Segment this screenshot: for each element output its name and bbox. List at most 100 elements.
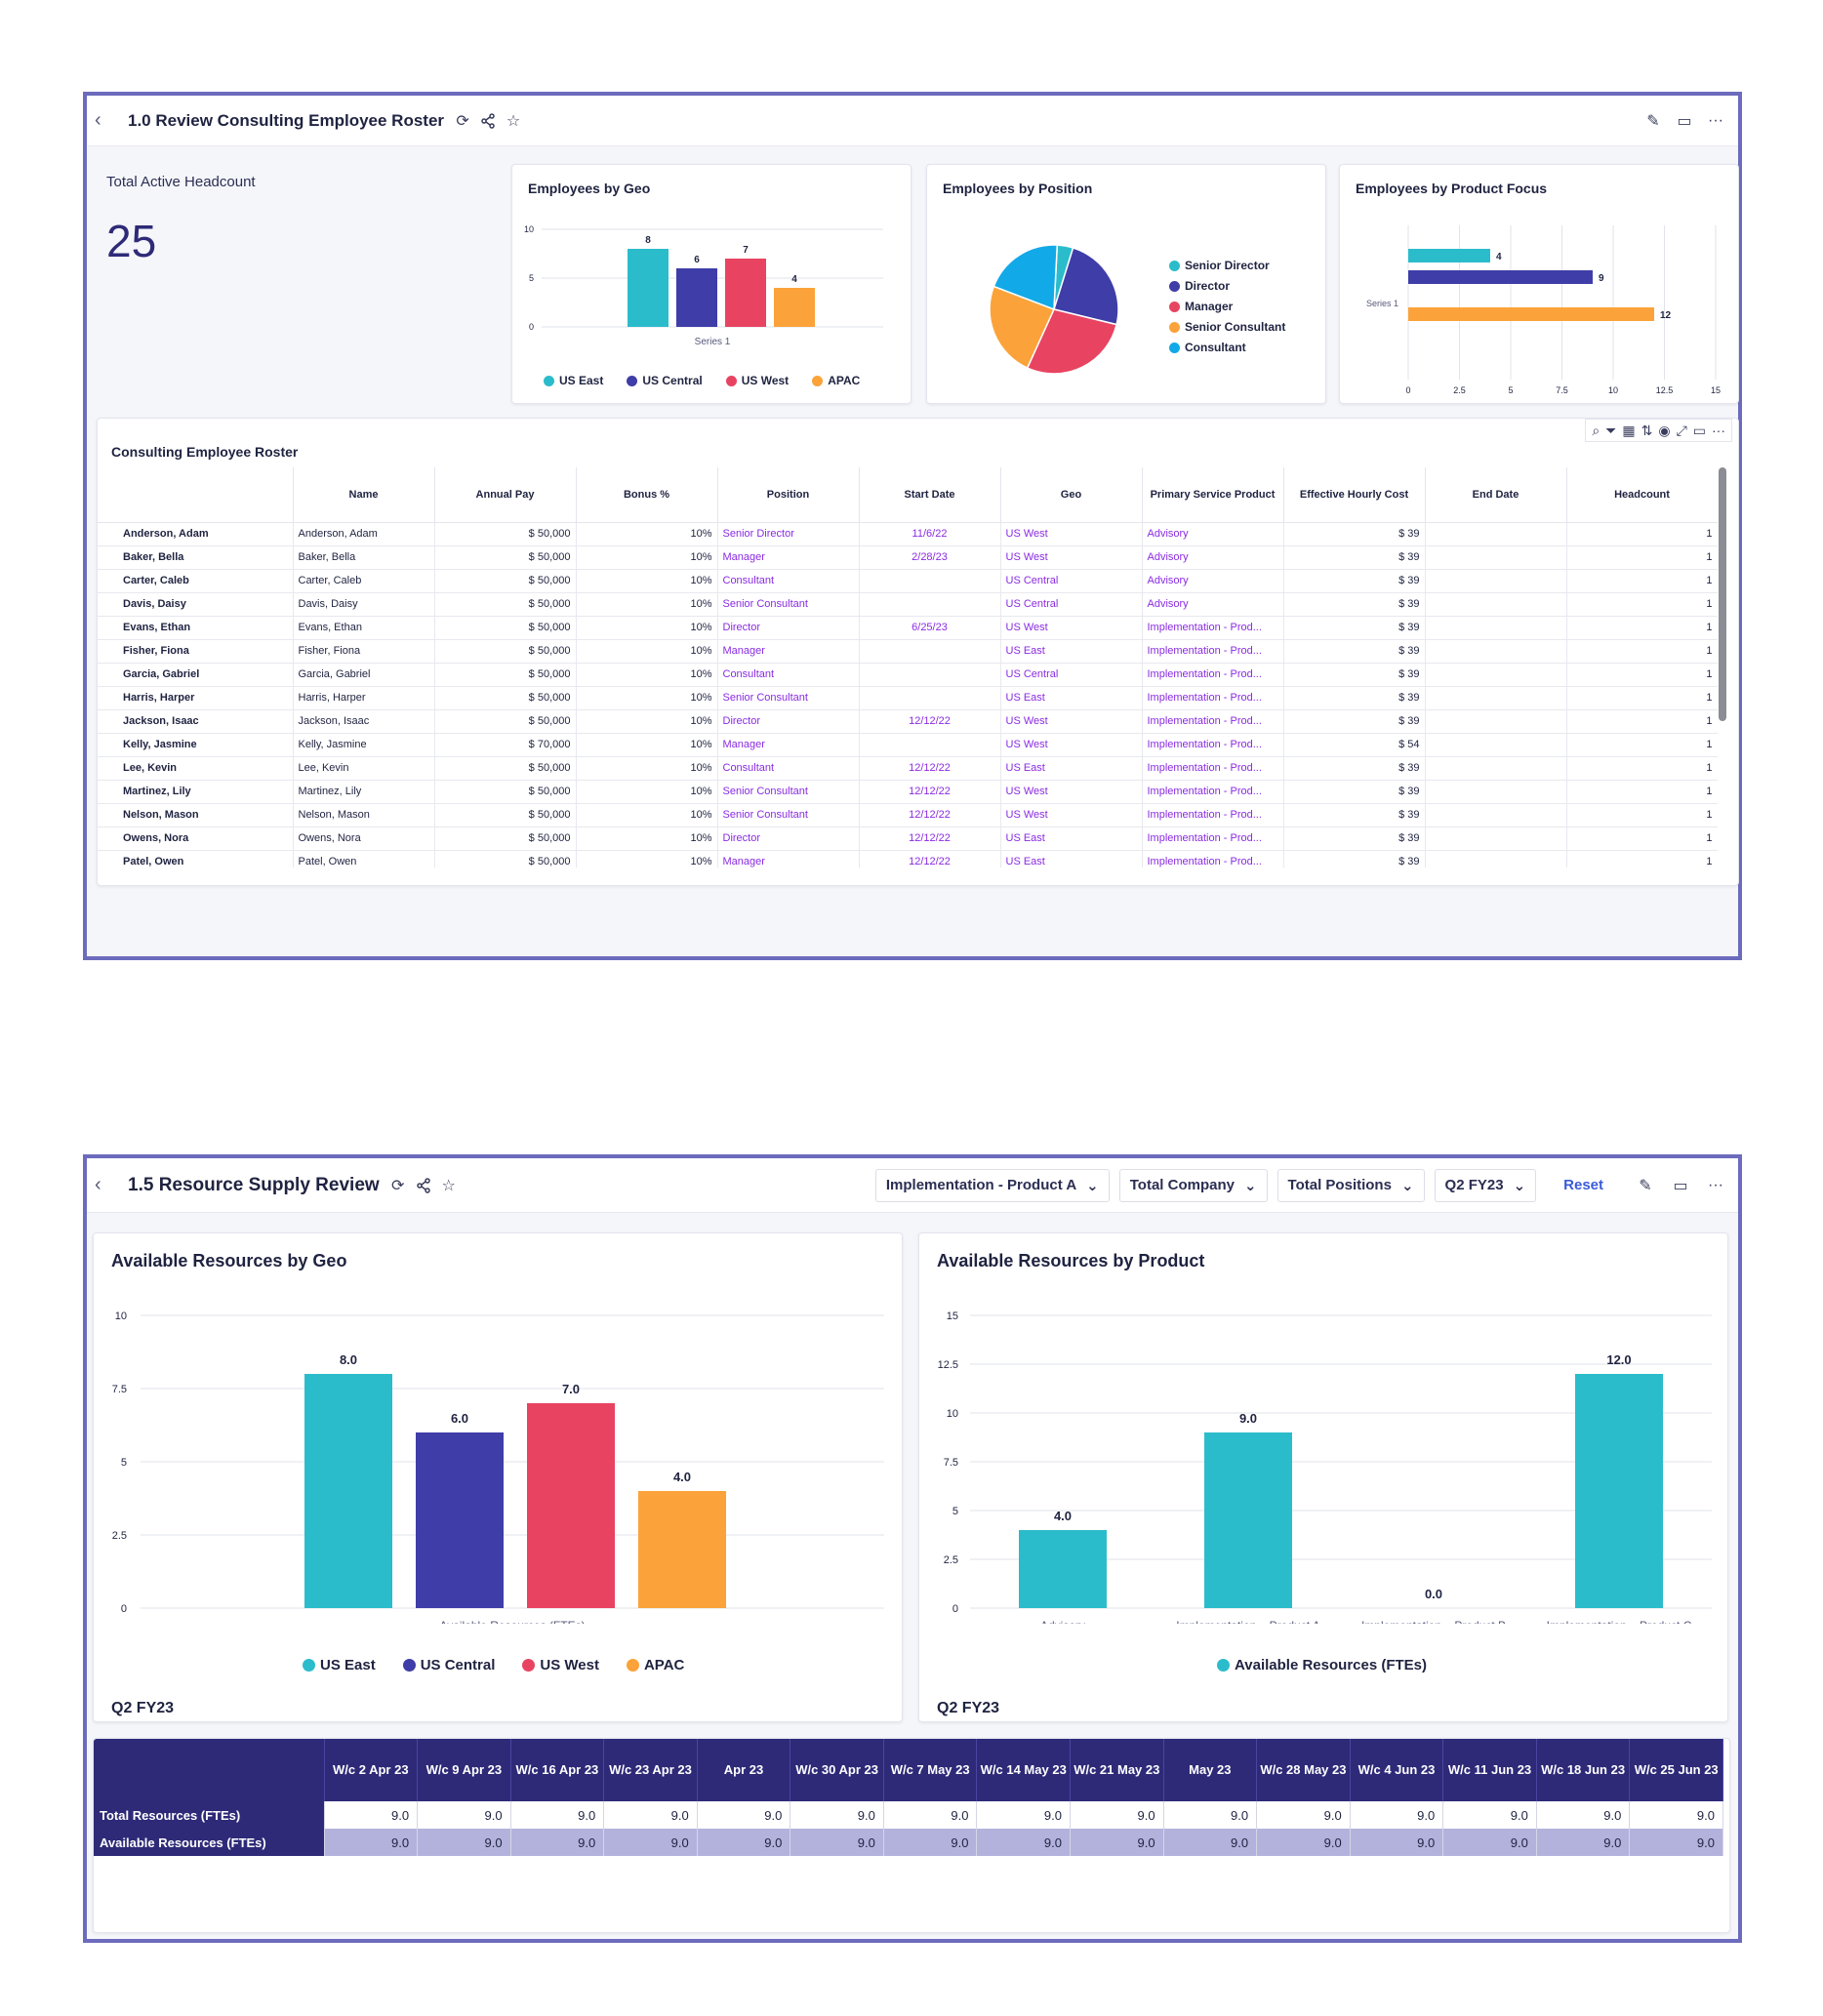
table-row[interactable]: Owens, Nora Owens, Nora $ 50,000 10% Directo… — [98, 827, 1718, 851]
legend-item[interactable]: Senior Director — [1169, 259, 1285, 272]
reset-button[interactable]: Reset — [1563, 1177, 1603, 1193]
chart-icon[interactable]: ▦ — [1622, 422, 1636, 438]
bar[interactable] — [725, 259, 766, 327]
table-cell: US West — [1000, 780, 1143, 804]
table-row[interactable]: Patel, Owen Patel, Owen $ 50,000 10% Manager… — [98, 850, 1718, 867]
table-row[interactable]: Jackson, Isaac Jackson, Isaac $ 50,000 10% D… — [98, 709, 1718, 734]
table-row[interactable]: Nelson, Mason Nelson, Mason $ 50,000 10% Sen… — [98, 803, 1718, 827]
column-header[interactable]: End Date — [1425, 467, 1567, 523]
back-icon[interactable]: ‹ — [95, 1174, 101, 1195]
y-tick-label: 12.5 — [938, 1359, 958, 1371]
column-header[interactable]: Bonus % — [576, 467, 718, 523]
pie-slice[interactable] — [993, 244, 1059, 311]
period-filter-dropdown[interactable]: Q2 FY23 ⌄ — [1434, 1168, 1537, 1202]
bar[interactable] — [774, 288, 815, 327]
comment-icon[interactable]: ▭ — [1673, 1177, 1688, 1194]
week-column-header: W/c 18 Jun 23 — [1536, 1739, 1631, 1801]
column-header[interactable]: Position — [717, 467, 860, 523]
legend-item[interactable]: US Central — [627, 374, 703, 387]
legend-item[interactable]: Senior Consultant — [1169, 320, 1285, 334]
more-icon[interactable]: ··· — [1708, 1176, 1723, 1193]
column-header[interactable] — [98, 467, 294, 523]
edit-icon[interactable]: ✎ — [1639, 1177, 1652, 1194]
legend-item[interactable]: US East — [544, 374, 603, 387]
table-cell: Advisory — [1142, 569, 1284, 593]
legend-item[interactable]: US West — [522, 1657, 599, 1673]
data-label: 4.0 — [673, 1470, 691, 1484]
bar[interactable] — [1408, 307, 1654, 321]
bar[interactable] — [416, 1432, 504, 1608]
bar[interactable] — [527, 1403, 615, 1608]
legend-item[interactable]: APAC — [812, 374, 860, 387]
expand-icon[interactable]: ⤢ — [1676, 422, 1687, 438]
legend-item[interactable]: US West — [725, 374, 789, 387]
bar[interactable] — [304, 1374, 392, 1608]
product-filter-dropdown[interactable]: Implementation - Product A ⌄ — [874, 1168, 1110, 1202]
comment-icon[interactable]: ▭ — [1692, 422, 1706, 438]
table-cell: Senior Consultant — [717, 803, 860, 827]
column-header[interactable]: Effective Hourly Cost — [1283, 467, 1426, 523]
legend-item[interactable]: Available Resources (FTEs) — [1217, 1657, 1427, 1673]
bar[interactable] — [1204, 1432, 1292, 1608]
star-icon[interactable]: ☆ — [441, 1177, 456, 1194]
sort-icon[interactable]: ⇅ — [1641, 422, 1653, 438]
column-header[interactable]: Annual Pay — [434, 467, 577, 523]
bar[interactable] — [1575, 1374, 1663, 1608]
table-cell: 1 — [1566, 733, 1718, 757]
search-icon[interactable]: ⌕ — [1592, 422, 1600, 438]
more-icon[interactable]: ··· — [1708, 111, 1723, 129]
table-cell: Garcia, Gabriel — [293, 663, 435, 687]
legend-item[interactable]: Manager — [1169, 300, 1285, 313]
star-icon[interactable]: ☆ — [506, 112, 521, 130]
column-header[interactable]: Primary Service Product — [1142, 467, 1284, 523]
legend-item[interactable]: Director — [1169, 279, 1285, 293]
bar[interactable] — [1019, 1530, 1107, 1608]
bar[interactable] — [638, 1491, 726, 1608]
bar[interactable] — [1408, 249, 1490, 262]
share-icon[interactable] — [411, 1173, 436, 1198]
table-row[interactable]: Baker, Bella Baker, Bella $ 50,000 10% Manag… — [98, 545, 1718, 570]
column-header[interactable]: Name — [293, 467, 435, 523]
table-row[interactable]: Kelly, Jasmine Kelly, Jasmine $ 70,000 10% M… — [98, 733, 1718, 757]
table-row[interactable]: Harris, Harper Harris, Harper $ 50,000 10% S… — [98, 686, 1718, 710]
bar[interactable] — [628, 249, 668, 327]
table-cell: 10% — [576, 803, 718, 827]
company-filter-dropdown[interactable]: Total Company ⌄ — [1118, 1168, 1268, 1202]
edit-icon[interactable]: ✎ — [1646, 112, 1660, 130]
table-row[interactable]: Davis, Daisy Davis, Daisy $ 50,000 10% Senio… — [98, 592, 1718, 617]
more-icon[interactable]: ··· — [1712, 423, 1725, 438]
table-row[interactable]: Garcia, Gabriel Garcia, Gabriel $ 50,000 10… — [98, 663, 1718, 687]
pie-slice[interactable] — [989, 285, 1056, 370]
table-cell: Advisory — [1142, 522, 1284, 546]
legend-item[interactable]: US Central — [402, 1657, 495, 1673]
table-row[interactable]: Lee, Kevin Lee, Kevin $ 50,000 10% Consultan… — [98, 756, 1718, 781]
positions-filter-dropdown[interactable]: Total Positions ⌄ — [1276, 1168, 1425, 1202]
pie-slice[interactable] — [1026, 308, 1118, 375]
bar[interactable] — [676, 268, 717, 327]
table-row[interactable]: Carter, Caleb Carter, Caleb $ 50,000 10% Con… — [98, 569, 1718, 593]
legend-item[interactable]: Consultant — [1169, 341, 1285, 354]
legend-item[interactable]: US East — [303, 1657, 376, 1673]
table-cell: $ 54 — [1283, 733, 1426, 757]
comment-icon[interactable]: ▭ — [1677, 112, 1692, 130]
table-row[interactable]: Anderson, Adam Anderson, Adam $ 50,000 10% S… — [98, 522, 1718, 546]
share-icon[interactable] — [475, 108, 501, 134]
column-header[interactable]: Start Date — [859, 467, 1001, 523]
table-row[interactable]: Evans, Ethan Evans, Ethan $ 50,000 10% Direc… — [98, 616, 1718, 640]
filter-icon[interactable]: ⏷ — [1605, 422, 1617, 438]
back-icon[interactable]: ‹ — [95, 109, 101, 131]
table-cell — [1425, 709, 1567, 734]
refresh-icon[interactable]: ⟳ — [390, 1177, 405, 1194]
table-cell — [859, 663, 1001, 687]
bar[interactable] — [1408, 270, 1593, 284]
column-header[interactable]: Headcount — [1566, 467, 1718, 523]
pie-slice[interactable] — [1053, 247, 1119, 326]
table-row[interactable]: Fisher, Fiona Fisher, Fiona $ 50,000 10% Man… — [98, 639, 1718, 664]
eye-icon[interactable]: ◉ — [1658, 422, 1671, 438]
legend-item[interactable]: APAC — [626, 1657, 684, 1673]
column-header[interactable]: Geo — [1000, 467, 1143, 523]
refresh-icon[interactable]: ⟳ — [456, 112, 469, 130]
table-row[interactable]: Martinez, Lily Martinez, Lily $ 50,000 10% S… — [98, 780, 1718, 804]
vertical-scrollbar[interactable] — [1719, 467, 1726, 721]
table-cell: Anderson, Adam — [293, 522, 435, 546]
